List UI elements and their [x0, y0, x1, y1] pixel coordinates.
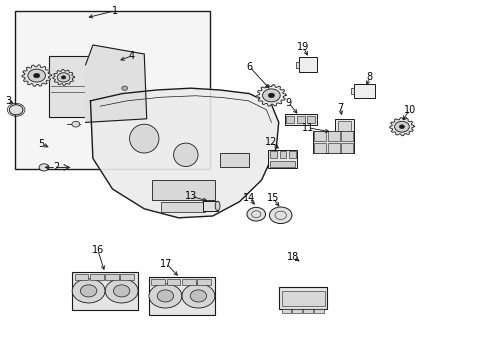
Bar [314, 143, 325, 153]
Bar [161, 202, 205, 212]
Bar [341, 131, 352, 141]
Circle shape [72, 121, 80, 127]
Bar [268, 150, 296, 168]
Bar [292, 309, 302, 313]
Bar [327, 131, 339, 141]
Bar [295, 62, 298, 68]
Text: 17: 17 [160, 258, 172, 269]
Circle shape [113, 285, 130, 297]
Bar [314, 131, 325, 141]
Text: 4: 4 [129, 51, 135, 61]
Circle shape [9, 105, 23, 115]
Bar [281, 309, 291, 313]
Bar [74, 274, 88, 280]
Circle shape [157, 290, 173, 302]
Bar [298, 57, 317, 72]
Text: 8: 8 [366, 72, 371, 82]
Text: 5: 5 [39, 139, 44, 149]
Bar [270, 161, 294, 167]
Bar [289, 151, 295, 158]
Circle shape [394, 121, 408, 132]
Polygon shape [53, 69, 74, 85]
Bar [296, 116, 304, 123]
Circle shape [182, 284, 214, 308]
Text: 15: 15 [266, 193, 279, 203]
Bar [49, 56, 132, 117]
Polygon shape [90, 88, 278, 218]
Text: 1: 1 [112, 6, 118, 16]
Bar [353, 84, 374, 98]
Bar [15, 11, 210, 169]
Bar [303, 309, 312, 313]
Text: 14: 14 [243, 193, 255, 203]
Bar [270, 151, 276, 158]
Bar [286, 116, 294, 123]
Circle shape [57, 73, 70, 82]
Circle shape [80, 285, 97, 297]
Text: 11: 11 [301, 123, 314, 133]
Circle shape [149, 284, 182, 308]
Text: 19: 19 [296, 42, 309, 52]
Circle shape [190, 290, 206, 302]
Circle shape [399, 125, 404, 129]
Bar [197, 279, 211, 285]
Polygon shape [85, 45, 146, 122]
Circle shape [122, 86, 127, 90]
Text: 16: 16 [91, 245, 104, 255]
Circle shape [246, 207, 265, 221]
Ellipse shape [215, 201, 220, 211]
Bar [105, 274, 119, 280]
Polygon shape [389, 118, 413, 136]
Bar [307, 116, 315, 123]
Bar [350, 88, 353, 94]
Bar [182, 279, 195, 285]
Bar [72, 272, 138, 310]
Bar [313, 309, 323, 313]
Bar [151, 180, 215, 200]
Bar [313, 131, 353, 153]
Bar [166, 279, 180, 285]
Bar [220, 153, 249, 167]
Polygon shape [256, 85, 285, 106]
Bar [327, 143, 339, 153]
Text: 18: 18 [286, 252, 299, 262]
Bar [120, 274, 134, 280]
Bar [281, 291, 324, 306]
Circle shape [39, 164, 49, 171]
Bar [151, 279, 165, 285]
Polygon shape [22, 65, 51, 86]
Bar [279, 151, 286, 158]
Bar [284, 114, 316, 125]
Bar [335, 119, 353, 133]
Circle shape [268, 93, 274, 98]
Ellipse shape [129, 124, 159, 153]
Text: 7: 7 [337, 103, 343, 113]
Text: 12: 12 [264, 137, 277, 147]
Bar [279, 287, 326, 309]
Bar [203, 201, 217, 211]
Circle shape [72, 279, 105, 303]
Bar [338, 121, 350, 131]
Circle shape [262, 89, 280, 102]
Circle shape [61, 76, 66, 79]
Text: 10: 10 [403, 105, 415, 115]
Circle shape [34, 73, 40, 78]
Circle shape [105, 279, 138, 303]
Text: 6: 6 [246, 62, 252, 72]
Bar [148, 277, 214, 315]
Circle shape [269, 207, 291, 224]
Circle shape [28, 69, 45, 82]
Bar [341, 143, 352, 153]
Bar [90, 274, 103, 280]
Text: 3: 3 [5, 96, 11, 106]
Text: 9: 9 [285, 98, 291, 108]
Ellipse shape [173, 143, 198, 166]
Text: 13: 13 [184, 191, 197, 201]
Text: 2: 2 [53, 162, 59, 172]
